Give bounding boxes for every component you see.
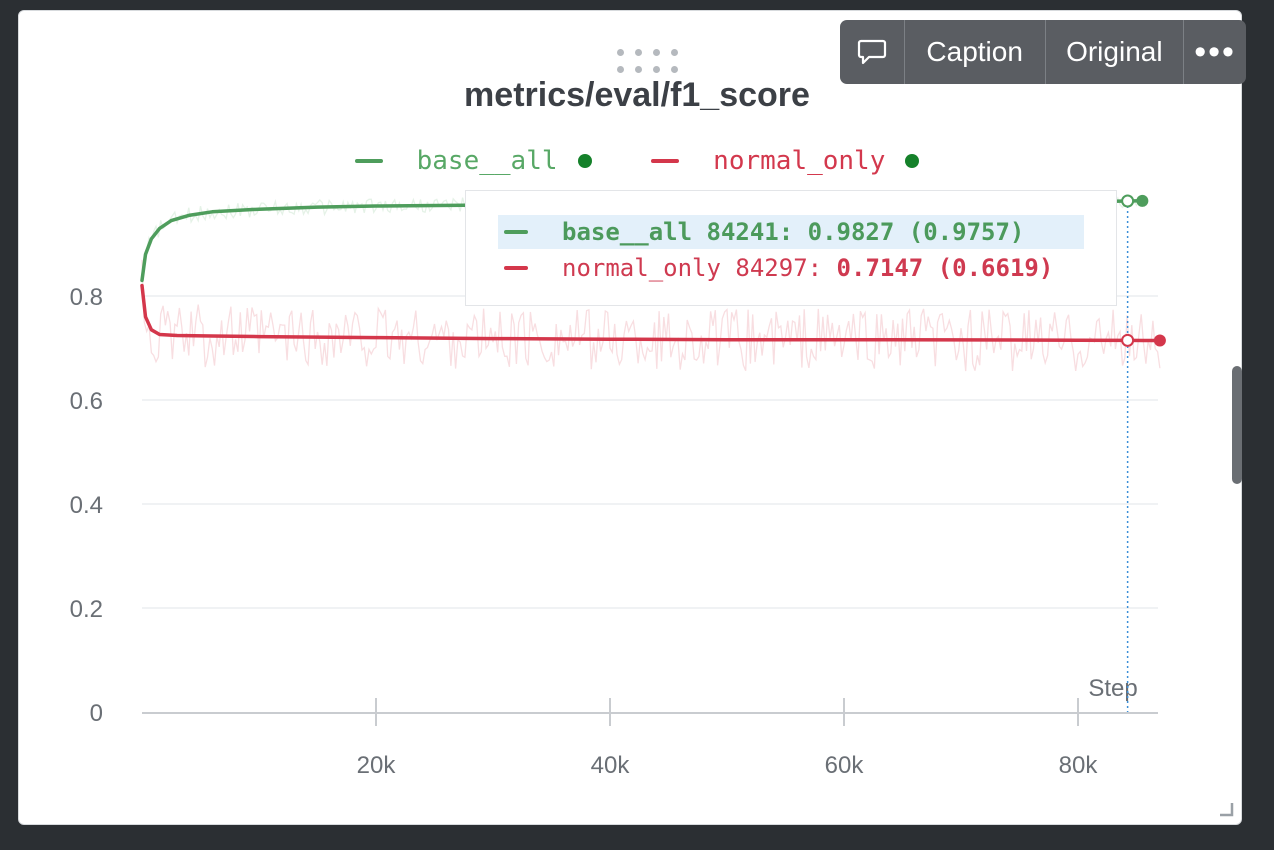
tooltip-swatch [504, 266, 528, 270]
end-point-base-all [1136, 194, 1149, 207]
hover-point-base-all [1121, 194, 1135, 208]
y-tick-label: 0 [90, 700, 103, 727]
original-button[interactable]: Original [1046, 20, 1185, 84]
x-tick-label: 60k [825, 752, 865, 779]
legend-item-base-all[interactable]: base__all [354, 146, 592, 176]
chart-legend: base__all normal_only [0, 140, 1274, 176]
tooltip-prefix: normal_only 84297: [562, 254, 837, 282]
chart-panel [18, 10, 1242, 825]
legend-swatch-normal-only [651, 159, 680, 163]
tooltip-value: 0.7147 (0.6619) [836, 254, 1054, 282]
panel-toolbar: Caption Original ••• [840, 20, 1246, 84]
scrollbar-thumb[interactable] [1232, 366, 1242, 484]
x-tick-label: 20k [357, 752, 397, 779]
resize-handle-icon[interactable] [1218, 801, 1234, 817]
x-tick-label: 40k [591, 752, 631, 779]
comment-button[interactable] [840, 20, 905, 84]
y-tick-label: 0.8 [70, 284, 103, 311]
caption-button[interactable]: Caption [905, 20, 1046, 84]
hover-point-normal-only [1121, 333, 1135, 347]
tooltip-text: normal_only 84297: 0.7147 (0.6619) [562, 254, 1053, 282]
tooltip-row-base-all: base__all 84241: 0.9827 (0.9757) [498, 215, 1084, 249]
y-tick-label: 0.6 [70, 388, 103, 415]
chart-title: metrics/eval/f1_score [464, 76, 810, 114]
tooltip-row-normal-only: normal_only 84297: 0.7147 (0.6619) [498, 251, 1053, 285]
x-tick-label: 80k [1059, 752, 1099, 779]
raw-line-normal-only [141, 259, 1161, 372]
end-point-normal-only [1153, 334, 1166, 347]
legend-label: normal_only [713, 146, 886, 176]
x-axis-title: Step [1088, 675, 1137, 702]
y-tick-label: 0.2 [70, 596, 103, 623]
legend-visibility-dot[interactable] [577, 154, 592, 168]
more-options-button[interactable]: ••• [1184, 20, 1246, 84]
hover-tooltip: base__all 84241: 0.9827 (0.9757) normal_… [465, 190, 1117, 306]
drag-handle-icon[interactable] [617, 49, 679, 75]
legend-label: base__all [416, 146, 558, 176]
speech-bubble-icon [857, 39, 887, 65]
tooltip-text: base__all 84241: 0.9827 (0.9757) [562, 218, 1025, 246]
tooltip-swatch [504, 230, 528, 234]
legend-visibility-dot[interactable] [905, 154, 920, 168]
legend-item-normal-only[interactable]: normal_only [651, 146, 920, 176]
ellipsis-icon: ••• [1194, 32, 1236, 71]
series-line-normal-only [140, 283, 1162, 343]
y-tick-label: 0.4 [70, 492, 103, 519]
legend-swatch-base-all [354, 159, 383, 163]
